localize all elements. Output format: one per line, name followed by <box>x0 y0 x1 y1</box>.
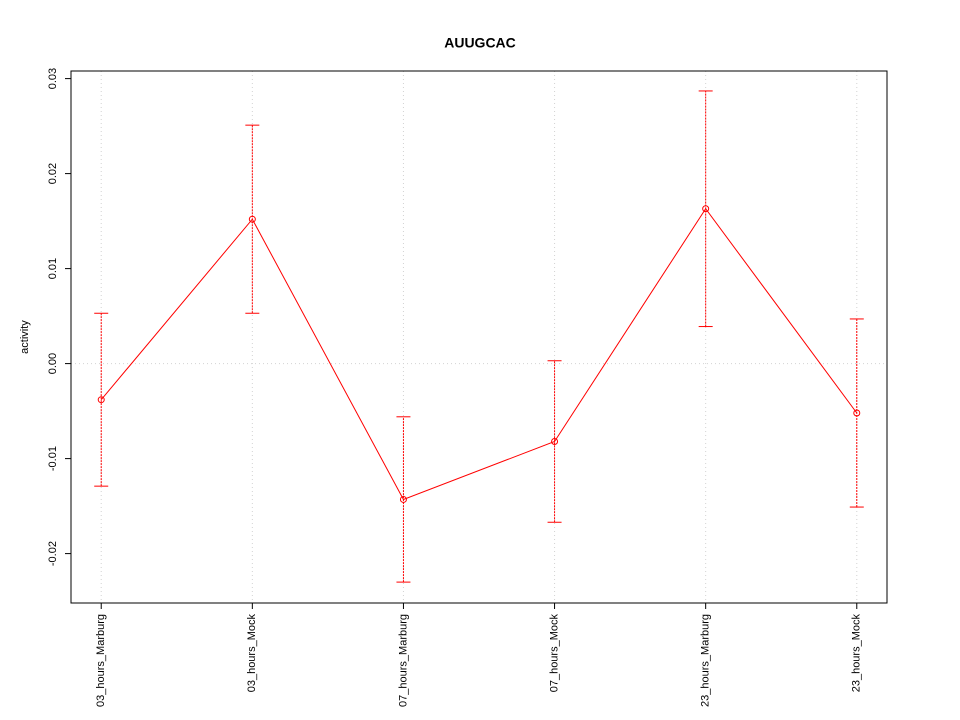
y-tick-label: 0.00 <box>47 353 59 374</box>
y-tick-label: 0.03 <box>47 68 59 89</box>
plot-frame <box>70 70 888 604</box>
y-tick-label: -0.02 <box>47 541 59 566</box>
error-bar <box>547 360 562 523</box>
data-point <box>248 215 256 223</box>
data-point <box>853 409 861 417</box>
y-tick-label: 0.01 <box>47 258 59 279</box>
chart-title: AUUGCAC <box>444 35 516 51</box>
error-bar <box>698 90 713 328</box>
data-point <box>97 396 105 404</box>
x-tick-label: 03_hours_Marburg <box>95 614 107 707</box>
data-point <box>399 495 407 503</box>
y-axis-label: activity <box>19 320 31 354</box>
x-tick-label: 23_hours_Mock <box>851 614 863 693</box>
error-bar <box>94 312 109 487</box>
y-tick-label: -0.01 <box>47 446 59 471</box>
y-tick-label: 0.02 <box>47 163 59 184</box>
x-tick-label: 07_hours_Marburg <box>397 614 409 707</box>
series-line <box>100 207 858 501</box>
error-bar <box>396 416 411 583</box>
x-tick-label: 03_hours_Mock <box>246 614 258 693</box>
data-point <box>551 438 559 445</box>
data-point <box>702 205 710 213</box>
x-tick-label: 23_hours_Marburg <box>700 614 712 707</box>
error-bar <box>849 318 864 508</box>
x-tick-label: 07_hours_Mock <box>548 614 560 693</box>
error-bar <box>245 124 260 314</box>
